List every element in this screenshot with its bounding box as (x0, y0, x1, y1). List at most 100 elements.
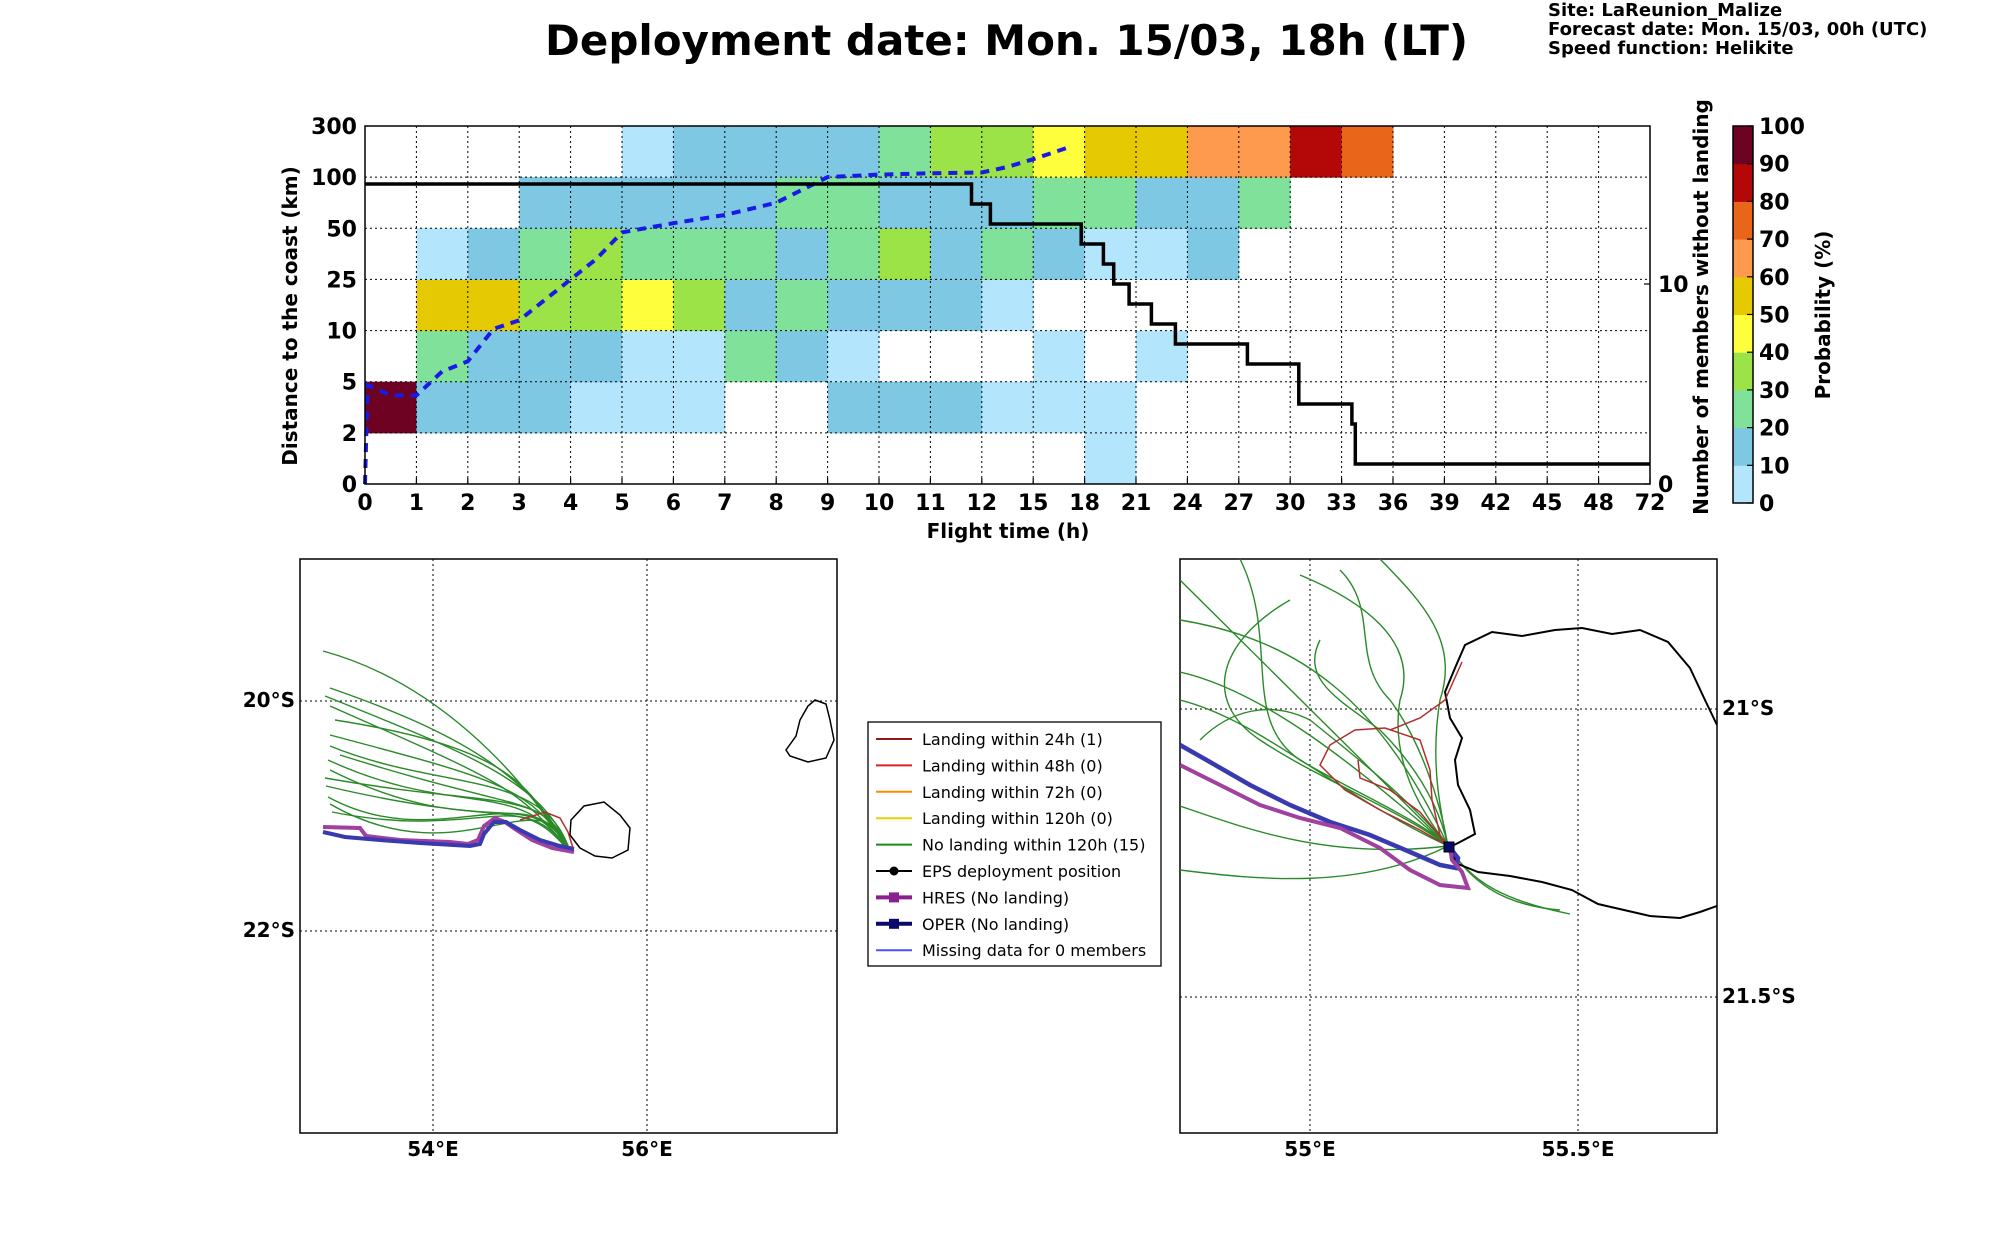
right-hres-track (1180, 763, 1472, 891)
colorbar-tick-label: 90 (1759, 153, 1790, 178)
eps-trajectory (329, 803, 569, 847)
left-map-panel: 54°E 56°E 20°S 22°S (243, 558, 838, 1161)
legend-marker (889, 892, 899, 903)
heatmap-cell (1033, 177, 1086, 229)
x-tick-label: 27 (1223, 491, 1254, 516)
legend-items: Landing within 24h (1) Landing within 48h… (876, 730, 1146, 960)
x-tick-label: 11 (915, 491, 946, 516)
heatmap-cell (724, 126, 777, 178)
heatmap-cell (673, 126, 726, 178)
x-tick-label: 2 (460, 491, 475, 516)
y-tick-label: 50 (326, 217, 357, 242)
heatmap-cell (673, 381, 726, 434)
y-tick-label: 2 (342, 422, 357, 447)
right-map-gridlines (1180, 559, 1717, 1133)
eps-trajectory (1299, 574, 1449, 847)
eps-trajectory (1180, 671, 1449, 847)
heatmap-cell (622, 330, 674, 383)
colorbar: 0 10 20 30 40 50 60 70 80 90 100 Probability (%) (1732, 115, 1835, 517)
eps-trajectory (1239, 559, 1449, 847)
colorbar-cell (1733, 276, 1753, 315)
eps-trajectory (1314, 639, 1449, 847)
legend-label: No landing within 120h (15) (922, 836, 1145, 855)
x-tick-label: 1 (409, 491, 424, 516)
heatmap-cell (1033, 228, 1086, 280)
heatmap-cell (467, 381, 520, 434)
heatmap-cell (724, 279, 777, 332)
eps-trajectory (1180, 845, 1449, 880)
colorbar-label: Probability (%) (1811, 231, 1835, 400)
x-tick-label: 7 (717, 491, 732, 516)
deployment-position-marker (1443, 841, 1455, 853)
left-hres-track (322, 815, 575, 854)
x-tick-label: 36 (1378, 491, 1409, 516)
y-tick-label: 5 (342, 371, 357, 396)
colorbar-cell (1733, 239, 1753, 278)
x-tick-label: 12 (966, 491, 997, 516)
x-tick-label: 18 (1069, 491, 1100, 516)
x-tick-label: 33 (1326, 491, 1357, 516)
members-without-landing-line (365, 182, 1650, 466)
y-axis-label: Distance to the coast (km) (278, 166, 302, 466)
heatmap-cell (879, 279, 931, 332)
y2-tick-label: 10 (1658, 273, 1689, 298)
heatmap-cell (930, 279, 983, 332)
right-map-panel: 55°E 55.5°E 21°S 21.5°S (1179, 558, 1796, 1161)
heatmap-cell (519, 228, 572, 280)
right-map-xtick-555e: 55.5°E (1541, 1137, 1614, 1161)
right-map-ytick-215s: 21.5°S (1722, 984, 1796, 1008)
heatmap-cell (776, 330, 829, 383)
heatmap-cell (1033, 381, 1086, 434)
colorbar-cell (1733, 427, 1753, 466)
legend-label: EPS deployment position (922, 862, 1121, 881)
y-tick-label: 0 (342, 473, 357, 498)
forecast-date-label: Forecast date: Mon. 15/03, 00h (UTC) (1548, 19, 1928, 40)
eps-trajectory (331, 811, 569, 851)
heatmap-cell (1136, 330, 1188, 383)
heatmap-cell (1084, 126, 1137, 178)
eps-trajectory (329, 745, 569, 847)
heatmap-cell (416, 330, 469, 383)
colorbar-cell (1733, 465, 1753, 504)
eps-trajectory (1379, 559, 1449, 847)
legend-frame (867, 721, 1162, 967)
heatmap-cell (776, 126, 829, 178)
colorbar-tick-label: 40 (1759, 341, 1790, 366)
chart-title: Deployment date: Mon. 15/03, 18h (LT) (545, 16, 1469, 65)
heatmap-cell (673, 279, 726, 332)
heatmap-cell (776, 279, 829, 332)
colorbar-ticks: 0 10 20 30 40 50 60 70 80 90 100 (1747, 115, 1805, 517)
legend-label: HRES (No landing) (922, 888, 1069, 907)
left-landing24-track (519, 811, 574, 849)
legend-label: Missing data for 0 members (922, 941, 1146, 960)
heatmap-cell (724, 228, 777, 280)
heatmap-frame (364, 125, 1651, 485)
x-tick-label: 72 (1635, 491, 1666, 516)
trajectory-legend: Landing within 24h (1) Landing within 48h… (867, 721, 1162, 967)
heatmap-cells (365, 126, 1394, 485)
left-map-xtick-54e: 54°E (407, 1137, 459, 1161)
heatmap-cell (622, 279, 674, 332)
median-distance-line (363, 145, 1069, 485)
legend-label: Landing within 48h (0) (922, 756, 1103, 775)
heatmap-cell (570, 279, 623, 332)
heatmap-cell (673, 330, 726, 383)
colorbar-cell (1733, 201, 1753, 240)
forecast-metadata: Site: LaReunion_Malize Forecast date: Mo… (1548, 1, 1927, 58)
x-tick-label: 15 (1018, 491, 1049, 516)
eps-trajectory (1339, 569, 1449, 847)
right-map-xtick-55e: 55°E (1284, 1137, 1336, 1161)
x-tick-label: 39 (1429, 491, 1460, 516)
eps-trajectory (327, 759, 569, 851)
x-tick-label: 8 (769, 491, 784, 516)
heatmap-cell (1238, 126, 1291, 178)
x-tick-label: 48 (1583, 491, 1614, 516)
left-map-gridlines (300, 559, 837, 1133)
colorbar-cell (1733, 389, 1753, 429)
right-map-ytick-21s: 21°S (1722, 696, 1774, 720)
heatmap-cell (1136, 228, 1188, 280)
heatmap-cell (1033, 330, 1086, 383)
colorbar-tick-label: 30 (1759, 379, 1790, 404)
heatmap-y2-ticks: 0 10 (1644, 273, 1689, 498)
